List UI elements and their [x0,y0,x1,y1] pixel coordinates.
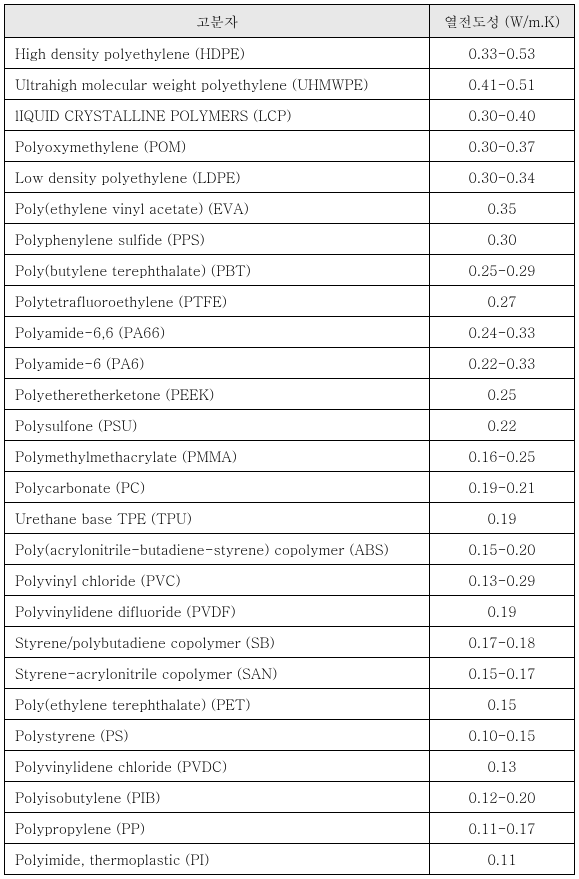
conductivity-cell: 0.19 [430,596,575,627]
conductivity-cell: 0.19 [430,503,575,534]
conductivity-cell: 0.30-0.37 [430,131,575,162]
conductivity-cell: 0.15-0.20 [430,534,575,565]
polymer-cell: lIQUID CRYSTALLINE POLYMERS (LCP) [5,100,430,131]
polymer-cell: Polypropylene (PP) [5,813,430,844]
table-row: Polymethylmethacrylate (PMMA)0.16-0.25 [5,441,575,472]
polymer-cell: Polyvinylidene difluoride (PVDF) [5,596,430,627]
conductivity-cell: 0.25 [430,379,575,410]
conductivity-cell: 0.13 [430,751,575,782]
table-row: Polyisobutylene (PIB)0.12-0.20 [5,782,575,813]
conductivity-cell: 0.16-0.25 [430,441,575,472]
table-row: Poly(butylene terephthalate) (PBT)0.25-0… [5,255,575,286]
conductivity-cell: 0.35 [430,193,575,224]
table-row: Polyamide-6 (PA6)0.22-0.33 [5,348,575,379]
table-row: Low density polyethylene (LDPE)0.30-0.34 [5,162,575,193]
table-row: Styrene/polybutadiene copolymer (SB)0.17… [5,627,575,658]
polymer-cell: Polyoxymethylene (POM) [5,131,430,162]
table-row: Poly(ethylene terephthalate) (PET)0.15 [5,689,575,720]
table-row: Poly(ethylene vinyl acetate) (EVA)0.35 [5,193,575,224]
table-row: Polysulfone (PSU)0.22 [5,410,575,441]
polymer-cell: Urethane base TPE (TPU) [5,503,430,534]
table-row: Polyetheretherketone (PEEK)0.25 [5,379,575,410]
table-row: Polytetrafluoroethylene (PTFE)0.27 [5,286,575,317]
conductivity-cell: 0.30 [430,224,575,255]
polymer-cell: Polycarbonate (PC) [5,472,430,503]
polymer-cell: Polystyrene (PS) [5,720,430,751]
conductivity-cell: 0.22-0.33 [430,348,575,379]
table-row: Polyphenylene sulfide (PPS)0.30 [5,224,575,255]
polymer-cell: Styrene-acrylonitrile copolymer (SAN) [5,658,430,689]
polymer-cell: Ultrahigh molecular weight polyethylene … [5,69,430,100]
table-row: Ultrahigh molecular weight polyethylene … [5,69,575,100]
conductivity-cell: 0.30-0.40 [430,100,575,131]
conductivity-cell: 0.25-0.29 [430,255,575,286]
table-row: Polypropylene (PP)0.11-0.17 [5,813,575,844]
polymer-cell: Poly(ethylene terephthalate) (PET) [5,689,430,720]
table-row: Polyvinyl chloride (PVC)0.13-0.29 [5,565,575,596]
conductivity-cell: 0.27 [430,286,575,317]
polymer-cell: Polyetheretherketone (PEEK) [5,379,430,410]
polymer-cell: Polymethylmethacrylate (PMMA) [5,441,430,472]
conductivity-cell: 0.12-0.20 [430,782,575,813]
table-row: Polyvinylidene difluoride (PVDF)0.19 [5,596,575,627]
conductivity-cell: 0.19-0.21 [430,472,575,503]
table-row: Urethane base TPE (TPU)0.19 [5,503,575,534]
conductivity-cell: 0.22 [430,410,575,441]
conductivity-cell: 0.11-0.17 [430,813,575,844]
table-row: Polyamide-6,6 (PA66)0.24-0.33 [5,317,575,348]
polymer-cell: Polyimide, thermoplastic (PI) [5,844,430,875]
polymer-cell: Polyvinylidene chloride (PVDC) [5,751,430,782]
table-row: lIQUID CRYSTALLINE POLYMERS (LCP)0.30-0.… [5,100,575,131]
table-row: Polyvinylidene chloride (PVDC)0.13 [5,751,575,782]
conductivity-cell: 0.10-0.15 [430,720,575,751]
conductivity-cell: 0.13-0.29 [430,565,575,596]
polymer-cell: Poly(ethylene vinyl acetate) (EVA) [5,193,430,224]
polymer-cell: Polyisobutylene (PIB) [5,782,430,813]
conductivity-cell: 0.24-0.33 [430,317,575,348]
polymer-cell: Poly(butylene terephthalate) (PBT) [5,255,430,286]
polymer-cell: Low density polyethylene (LDPE) [5,162,430,193]
conductivity-cell: 0.17-0.18 [430,627,575,658]
table-row: Polycarbonate (PC)0.19-0.21 [5,472,575,503]
table-row: Styrene-acrylonitrile copolymer (SAN)0.1… [5,658,575,689]
table-header-row: 고분자 열전도성 (W/m.K) [5,5,575,38]
polymer-cell: Poly(acrylonitrile-butadiene-styrene) co… [5,534,430,565]
polymer-cell: Polysulfone (PSU) [5,410,430,441]
polymer-cell: Polyphenylene sulfide (PPS) [5,224,430,255]
polymer-cell: Polytetrafluoroethylene (PTFE) [5,286,430,317]
conductivity-cell: 0.33-0.53 [430,38,575,69]
conductivity-cell: 0.41-0.51 [430,69,575,100]
polymer-conductivity-table: 고분자 열전도성 (W/m.K) High density polyethyle… [4,4,575,875]
conductivity-cell: 0.11 [430,844,575,875]
column-header-polymer: 고분자 [5,5,430,38]
table-row: Polyoxymethylene (POM)0.30-0.37 [5,131,575,162]
conductivity-cell: 0.15 [430,689,575,720]
table-row: High density polyethylene (HDPE)0.33-0.5… [5,38,575,69]
polymer-cell: Polyamide-6 (PA6) [5,348,430,379]
polymer-cell: Styrene/polybutadiene copolymer (SB) [5,627,430,658]
polymer-cell: Polyamide-6,6 (PA66) [5,317,430,348]
table-row: Polystyrene (PS)0.10-0.15 [5,720,575,751]
conductivity-cell: 0.30-0.34 [430,162,575,193]
table-row: Polyimide, thermoplastic (PI)0.11 [5,844,575,875]
conductivity-cell: 0.15-0.17 [430,658,575,689]
column-header-conductivity: 열전도성 (W/m.K) [430,5,575,38]
table-body: High density polyethylene (HDPE)0.33-0.5… [5,38,575,875]
table-row: Poly(acrylonitrile-butadiene-styrene) co… [5,534,575,565]
polymer-cell: Polyvinyl chloride (PVC) [5,565,430,596]
polymer-cell: High density polyethylene (HDPE) [5,38,430,69]
